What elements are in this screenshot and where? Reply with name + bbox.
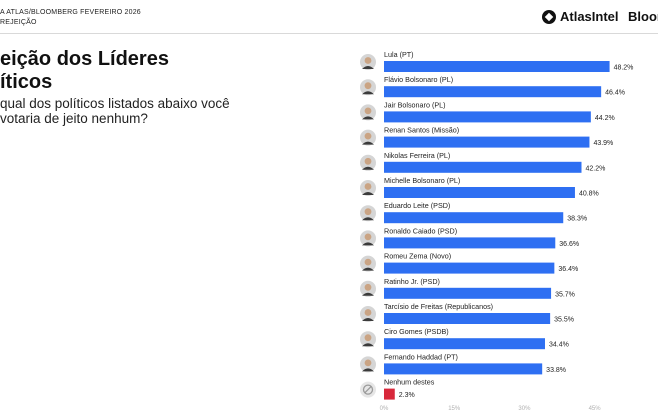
atlasintel-brand-text: AtlasIntel <box>560 9 619 24</box>
avatar-head-icon <box>364 183 372 190</box>
x-tick-label: 0% <box>380 406 389 412</box>
avatar-body-icon <box>362 267 374 271</box>
bar-value-label: 40.8% <box>579 191 599 198</box>
bar-value-label: 38.3% <box>567 216 587 223</box>
avatar-body-icon <box>362 66 374 69</box>
avatar-head-icon <box>364 82 372 90</box>
bar-value-label: 44.2% <box>595 115 615 122</box>
atlasintel-logo-icon <box>542 9 556 24</box>
x-tick-label: 15% <box>448 406 461 412</box>
avatar-head-icon <box>364 309 372 316</box>
avatar-head-icon <box>364 208 372 216</box>
bar <box>384 136 590 148</box>
bar-category-label: Nenhum destes <box>384 378 435 387</box>
bar-category-label: Eduardo Leite (PSD) <box>384 201 450 210</box>
avatar-head-icon <box>364 258 372 266</box>
avatar-body-icon <box>362 242 374 246</box>
bar <box>384 111 591 123</box>
bar-category-label: Michelle Bolsonaro (PL) <box>384 176 460 185</box>
avatar-body-icon <box>362 192 374 195</box>
x-tick-label: 45% <box>589 406 602 412</box>
bar-category-label: Jair Bolsonaro (PL) <box>384 100 446 109</box>
bar-value-label: 35.7% <box>555 291 575 298</box>
avatar-head-icon <box>364 157 372 165</box>
bar <box>384 388 395 400</box>
bar-category-label: Fernando Haddad (PT) <box>384 352 458 361</box>
bar <box>384 86 602 98</box>
avatar-body-icon <box>362 217 374 221</box>
bar <box>384 61 610 72</box>
bar-value-label: 43.9% <box>593 140 613 147</box>
avatar-body-icon <box>362 343 374 347</box>
source-line: A ATLAS/BLOOMBERG FEVEREIRO 2026 <box>0 9 141 16</box>
avatar-body-icon <box>362 116 374 120</box>
avatar-body-icon <box>362 292 374 296</box>
avatar-head-icon <box>364 283 372 291</box>
bar-value-label: 48.2% <box>614 65 634 72</box>
page-title: eição dos Líderes íticos <box>0 48 169 94</box>
avatar-head-icon <box>364 107 372 115</box>
avatar-body-icon <box>362 91 374 95</box>
header-divider <box>0 33 658 34</box>
question-line-1: qual dos políticos listados abaixo você <box>0 96 230 111</box>
title-line-1: eição dos Líderes <box>0 48 169 70</box>
bar-category-label: Lula (PT) <box>384 50 414 59</box>
bar-category-label: Ratinho Jr. (PSD) <box>384 277 440 286</box>
avatar-body-icon <box>362 318 374 321</box>
avatar-head-icon <box>364 132 372 140</box>
bar-value-label: 35.5% <box>554 317 574 324</box>
bar <box>384 187 575 198</box>
none-icon-ring <box>362 384 374 395</box>
bar-value-label: 34.4% <box>549 342 569 349</box>
avatar-body-icon <box>362 141 374 145</box>
bar <box>384 313 551 324</box>
bar <box>384 237 556 249</box>
bar-category-label: Flávio Bolsonaro (PL) <box>384 75 453 84</box>
avatar-head-icon <box>364 57 372 64</box>
bar-category-label: Ciro Gomes (PSDB) <box>384 327 449 336</box>
bar-value-label: 36.4% <box>558 266 578 273</box>
avatar-body-icon <box>362 166 374 170</box>
bar-value-label: 46.4% <box>605 90 625 97</box>
bar-value-label: 42.2% <box>585 165 605 172</box>
x-tick-label: 30% <box>518 406 531 412</box>
bar <box>384 287 552 299</box>
avatar-head-icon <box>364 359 372 367</box>
avatar-head-icon <box>364 233 372 241</box>
bar-category-label: Renan Santos (Missão) <box>384 126 459 135</box>
bar <box>384 262 555 274</box>
bar <box>384 338 545 350</box>
atlasintel-logo: AtlasIntel <box>542 9 619 24</box>
question-text: qual dos políticos listados abaixo você … <box>0 96 230 126</box>
bar-category-label: Nikolas Ferreira (PL) <box>384 151 450 160</box>
bar-category-label: Ronaldo Caiado (PSD) <box>384 226 457 235</box>
question-line-2: votaria de jeito nenhum? <box>0 111 148 126</box>
bar-category-label: Romeu Zema (Novo) <box>384 252 451 261</box>
bar-value-label: 2.3% <box>399 392 415 399</box>
section-line: REJEIÇÃO <box>0 19 37 26</box>
bar <box>384 363 543 375</box>
bar-value-label: 36.6% <box>559 241 579 248</box>
avatar-body-icon <box>362 368 374 372</box>
avatar-head-icon <box>364 334 372 342</box>
bar <box>384 212 564 224</box>
bloomberg-logo: Bloor <box>628 9 658 24</box>
bar-value-label: 33.8% <box>546 367 566 374</box>
none-icon-slash <box>364 385 372 394</box>
title-line-2: íticos <box>0 71 53 93</box>
bar <box>384 161 582 173</box>
bar-category-label: Tarcísio de Freitas (Republicanos) <box>384 302 493 311</box>
